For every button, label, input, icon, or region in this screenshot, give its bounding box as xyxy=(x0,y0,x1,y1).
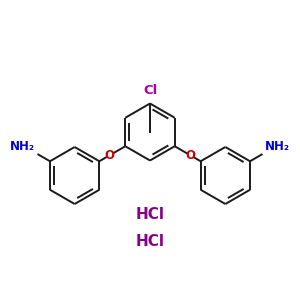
Text: HCl: HCl xyxy=(136,207,164,222)
Text: NH₂: NH₂ xyxy=(10,140,35,153)
Text: O: O xyxy=(105,149,115,162)
Text: O: O xyxy=(185,149,195,162)
Text: Cl: Cl xyxy=(143,84,157,97)
Text: HCl: HCl xyxy=(136,234,164,249)
Text: NH₂: NH₂ xyxy=(265,140,290,153)
